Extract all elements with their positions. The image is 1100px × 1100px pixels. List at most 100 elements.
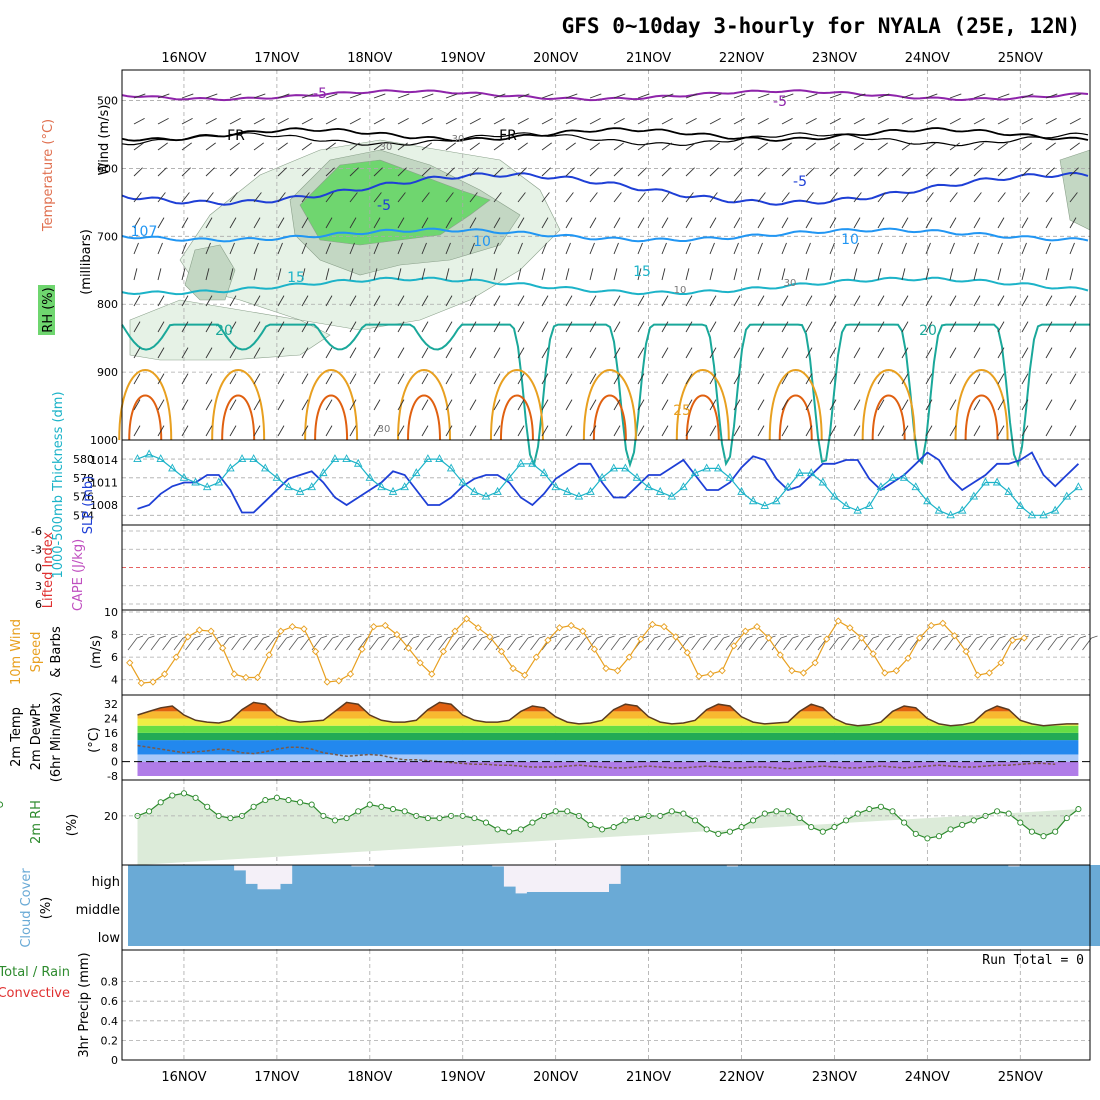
rh-marker [970,817,977,824]
wind-barb [373,321,381,333]
cloud-bar [198,919,211,946]
cloud-bar [691,865,704,892]
wind-barb [349,347,357,359]
wind-barb [133,118,145,125]
wind-barb [517,118,529,125]
wind-speed-marker [207,627,215,635]
bottom-date-label: 18NOV [347,1070,392,1085]
wind-barb [469,242,475,255]
wind-barb [661,167,671,177]
wind-barb [589,373,597,385]
temp-band [137,718,1079,726]
wind-barb [709,321,717,333]
wind-barb [565,321,573,333]
wind-barb [805,167,815,177]
wind-speed-marker [195,626,204,634]
rh-marker [180,790,188,797]
surface-wind-barb-flag [849,635,857,639]
wind-barb [1045,399,1053,411]
contour-label: 15 [287,270,305,286]
wind-barb [373,268,378,281]
wind-barb [829,217,837,229]
cloud-bar [714,865,727,892]
cloud-bar [714,892,727,919]
thickness-marker [295,486,305,495]
contour-25 [768,369,823,441]
thickness-marker [923,496,932,505]
wind-speed-marker [1020,634,1028,642]
wind-barb [541,425,549,437]
surface-wind-barb [1059,637,1069,651]
thickness-marker [504,472,514,481]
wind-barb [133,373,141,385]
wind-barb [1021,242,1027,255]
cloud-bar [1078,892,1091,919]
cloud-bar [1090,865,1100,892]
cloud-bar [620,892,633,919]
wind-barb [493,167,503,177]
wind-barb [397,142,408,151]
temp-tick: -8 [107,770,118,783]
cloud-bar [339,892,352,919]
cloud-bar [163,919,176,946]
wind-barb [661,93,674,99]
slp-tick: 1014 [90,454,118,467]
surface-wind-barb-flag [1068,635,1075,639]
wind-barb [853,295,861,307]
wind-barb [589,93,602,99]
cloud-bar [785,892,798,919]
wind-barb [349,399,357,411]
cloud-bar [327,892,340,919]
cloud-bar [1043,892,1056,919]
wind-barb [325,142,336,151]
wind-speed-marker [567,621,575,630]
bottom-date-axis: 16NOV 17NOV 18NOV 19NOV 20NOV 21NOV 22NOV 23NOV… [161,1070,1043,1085]
cloud-bar [1007,866,1021,892]
thickness-marker [493,486,502,495]
cloud-bar [1007,919,1021,946]
surface-wind-barb [150,637,161,651]
cloud-bar [268,919,281,946]
cloud-bar [221,892,235,919]
rh-marker [773,808,780,815]
wind-barb [1021,167,1031,177]
wind-barb [253,192,262,203]
top-date-label: 21NOV [626,51,671,66]
wind-barb [253,142,264,151]
rh-area-fill [137,793,1079,865]
cloud-bar [503,919,516,946]
thickness-marker [470,486,479,495]
wind-barb [877,217,885,229]
wind-speed-marker [242,673,250,682]
thickness-marker [806,468,816,477]
temp-tick: 16 [104,727,118,740]
contour-label: -5 [377,198,391,214]
wind-barb [469,142,480,151]
wind-barb [373,217,381,229]
cloud-bar [890,892,903,919]
bottom-date-label: 17NOV [254,1070,299,1085]
wind-barb [733,373,741,385]
cloud-bar [163,865,176,892]
wind-barb [229,242,235,255]
surface-wind-barb-flag [838,635,845,639]
cloud-bar [350,919,364,946]
surface-wind-barb [783,637,793,651]
rh-marker [761,810,768,817]
wind-barb [757,242,763,255]
wind-barb [661,192,670,203]
thickness-marker [621,463,630,472]
wind-barb [685,295,693,307]
rh-marker [297,799,304,806]
wind-barb [781,347,789,359]
wind-barb [925,93,938,99]
wind-barb [421,142,432,151]
thickness-marker [1074,482,1083,491]
wind-barb [445,321,453,333]
surface-wind-barb-flag [320,635,328,639]
wind-barb [157,373,165,385]
wind-barb [613,217,621,229]
wind-barb [205,192,214,203]
wind-speed-marker [985,669,993,677]
wind-barb [253,167,263,177]
